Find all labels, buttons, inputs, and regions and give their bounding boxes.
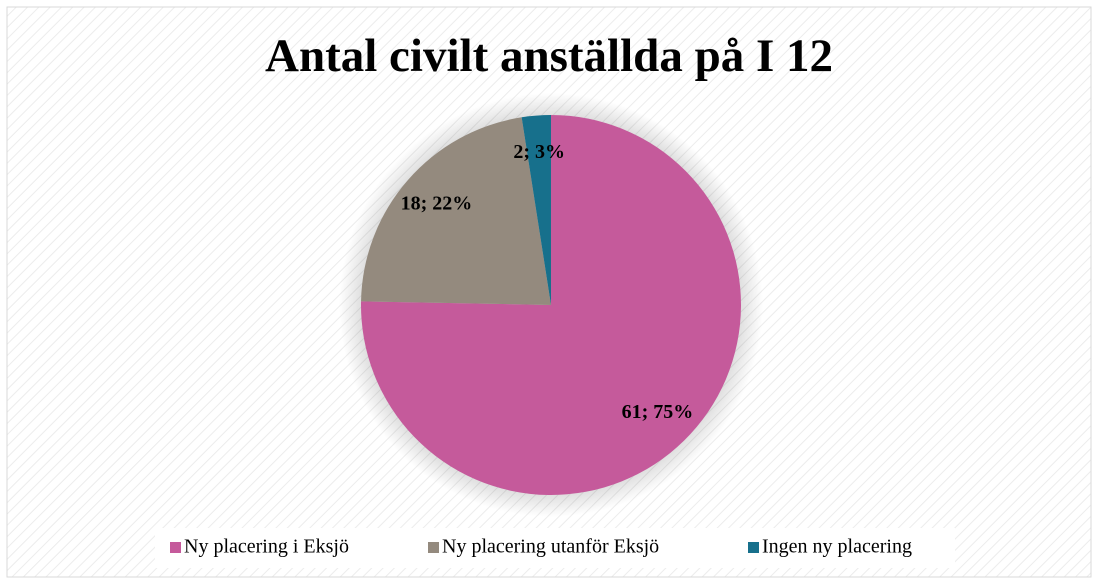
legend-label: Ingen ny placering [762, 536, 912, 558]
legend-label: Ny placering utanför Eksjö [442, 536, 659, 558]
legend-swatch [748, 542, 759, 553]
legend-swatch [170, 542, 181, 553]
legend-label: Ny placering i Eksjö [184, 536, 349, 558]
pie-slice [521, 115, 551, 305]
data-label: 18; 22% [401, 193, 473, 215]
legend-box [155, 528, 955, 568]
data-label: 61; 75% [622, 401, 694, 423]
legend-swatch [428, 542, 439, 553]
chart-title: Antal civilt anställda på I 12 [265, 30, 833, 82]
data-label: 2; 3% [513, 141, 565, 163]
pie-slice [361, 117, 551, 306]
